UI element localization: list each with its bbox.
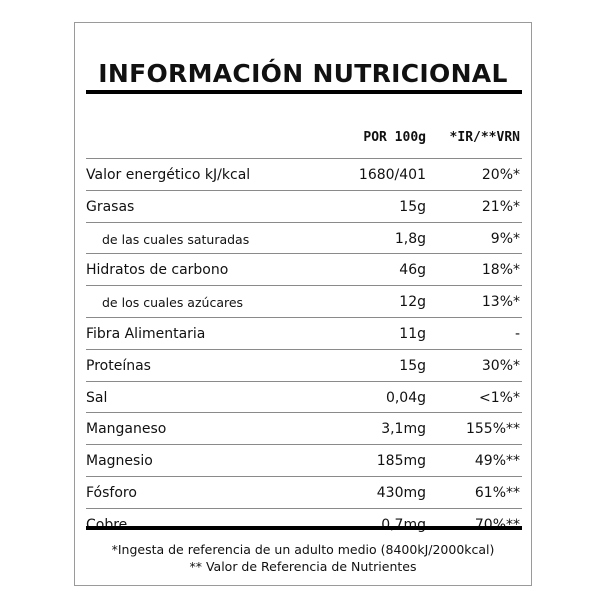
nutrient-value: 3,1mg: [381, 421, 426, 438]
nutrient-label: Fósforo: [86, 484, 137, 501]
nutrient-label: Cobre: [86, 516, 128, 533]
nutrient-label: Manganeso: [86, 421, 167, 438]
nutrient-reference-percent: 18%*: [481, 262, 520, 279]
nutrient-label: Proteínas: [86, 357, 151, 374]
nutrient-value: 11g: [399, 325, 426, 342]
nutrient-value: 185mg: [376, 453, 426, 470]
nutrient-value: 0,7mg: [381, 516, 426, 533]
table-row: Manganeso 3,1mg 155%**: [86, 412, 522, 444]
nutrient-reference-percent: -: [514, 325, 520, 342]
nutrient-label: Sal: [86, 389, 108, 406]
header-per100: POR 100g: [363, 130, 426, 145]
header-row: POR 100g *IR/**VRN: [86, 130, 522, 152]
nutrient-value: 1,8g: [394, 230, 426, 247]
nutrient-reference-percent: 9%*: [490, 230, 520, 247]
nutrient-value: 46g: [399, 262, 426, 279]
top-rule: [86, 90, 522, 94]
table-row: Fósforo 430mg 61%**: [86, 475, 522, 508]
bottom-rule: [86, 526, 522, 530]
nutrient-reference-percent: 21%*: [481, 198, 520, 215]
nutrient-rows: Valor energético kJ/kcal 1680/401 20%* Gras…: [86, 158, 522, 540]
nutrient-reference-percent: 49%**: [474, 453, 520, 470]
nutrient-reference-percent: <1%*: [479, 389, 520, 406]
nutrient-value: 15g: [399, 357, 426, 374]
table-row: Valor energético kJ/kcal 1680/401 20%*: [86, 158, 522, 190]
table-title: INFORMACIÓN NUTRICIONAL: [98, 59, 508, 88]
footnote-ir: *Ingesta de referencia de un adulto medi…: [111, 542, 495, 557]
nutrient-label: de los cuales azúcares: [102, 295, 244, 311]
nutrient-reference-percent: 155%**: [465, 421, 520, 438]
nutrient-reference-percent: 30%*: [481, 357, 520, 374]
footnote-vrn: ** Valor de Referencia de Nutrientes: [189, 559, 417, 574]
header-ref: *IR/**VRN: [449, 130, 520, 145]
table-row: Fibra Alimentaria 11g -: [86, 316, 522, 349]
nutrient-reference-percent: 61%**: [474, 484, 520, 501]
nutrition-table: INFORMACIÓN NUTRICIONAL POR 100g *IR/**V…: [74, 22, 532, 586]
nutrient-value: 0,04g: [385, 389, 426, 406]
nutrient-value: 430mg: [376, 484, 426, 501]
nutrient-label: Grasas: [86, 198, 135, 215]
nutrient-value: 12g: [399, 294, 426, 311]
table-row: de los cuales azúcares 12g 13%*: [86, 285, 522, 317]
table-row: Sal 0,04g <1%*: [86, 380, 522, 413]
table-row: Cobre 0,7mg 70%**: [86, 507, 522, 540]
nutrient-label: Magnesio: [86, 453, 153, 470]
nutrient-reference-percent: 20%*: [481, 167, 520, 183]
footnotes: *Ingesta de referencia de un adulto medi…: [75, 541, 531, 575]
nutrient-label: Hidratos de carbono: [86, 262, 229, 279]
table-row: Magnesio 185mg 49%**: [86, 444, 522, 476]
table-row: Hidratos de carbono 46g 18%*: [86, 253, 522, 285]
nutrient-reference-percent: 13%*: [481, 294, 520, 311]
nutrient-value: 15g: [399, 198, 426, 215]
nutrient-value: 1680/401: [358, 167, 426, 183]
nutrient-label: Valor energético kJ/kcal: [86, 167, 251, 183]
nutrient-label: Fibra Alimentaria: [86, 325, 206, 342]
table-row: Grasas 15g 21%*: [86, 189, 522, 222]
table-row: de las cuales saturadas 1,8g 9%*: [86, 221, 522, 254]
nutrient-label: de las cuales saturadas: [102, 231, 250, 247]
nutrient-reference-percent: 70%**: [474, 516, 520, 533]
table-row: Proteínas 15g 30%*: [86, 348, 522, 381]
